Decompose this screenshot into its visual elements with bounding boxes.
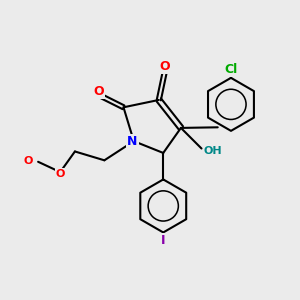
Text: Cl: Cl xyxy=(224,63,238,76)
Text: O: O xyxy=(93,85,104,98)
Text: OH: OH xyxy=(203,146,222,156)
Text: O: O xyxy=(56,169,65,178)
Text: I: I xyxy=(161,234,166,247)
Text: O: O xyxy=(23,156,33,166)
Text: N: N xyxy=(127,135,137,148)
Text: O: O xyxy=(159,61,170,74)
